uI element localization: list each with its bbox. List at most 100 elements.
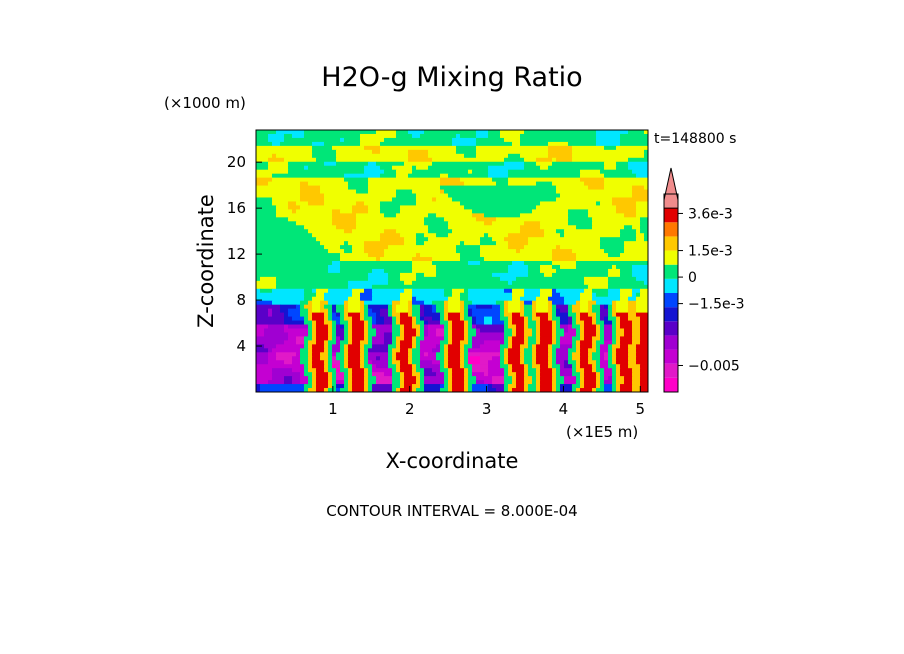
field-cell (644, 237, 648, 242)
field-cell (516, 332, 525, 338)
field-cell (576, 340, 581, 345)
field-cell (540, 328, 553, 334)
field-cell (384, 320, 393, 326)
colorbar-level (664, 349, 678, 364)
field-cell (412, 360, 421, 365)
field-cell (348, 181, 369, 187)
field-cell (476, 130, 489, 135)
field-cell (328, 360, 333, 365)
field-cell (396, 368, 401, 373)
field-cell (372, 372, 385, 377)
field-cell (444, 189, 557, 195)
field-cell (604, 356, 609, 361)
field-cell (360, 360, 365, 365)
field-cell (580, 352, 589, 357)
field-cell (524, 348, 533, 353)
field-cell (620, 364, 629, 369)
field-cell (520, 300, 525, 306)
field-cell (344, 356, 349, 361)
field-cell (328, 368, 337, 373)
field-cell (268, 161, 289, 167)
field-cell (256, 332, 265, 338)
field-cell (596, 388, 605, 392)
field-cell (464, 384, 469, 389)
field-cell (380, 173, 397, 179)
field-cell (312, 336, 317, 341)
field-cell (256, 253, 341, 258)
field-cell (392, 360, 401, 365)
field-cell (352, 292, 361, 298)
field-cell (444, 217, 477, 222)
field-cell (504, 324, 509, 330)
field-cell (472, 209, 533, 214)
field-cell (636, 209, 648, 214)
field-cell (308, 368, 317, 373)
field-cell (460, 356, 465, 361)
field-cell (448, 308, 461, 314)
field-cell (316, 336, 329, 341)
field-cell (416, 296, 449, 302)
field-cell (408, 308, 413, 314)
field-cell (604, 320, 613, 326)
field-cell (520, 225, 541, 230)
field-cell (344, 177, 369, 183)
field-cell (348, 300, 361, 306)
field-cell (524, 356, 533, 361)
field-cell (344, 304, 349, 310)
field-cell (336, 372, 345, 377)
field-cell (580, 336, 585, 341)
field-cell (620, 320, 633, 326)
field-cell (412, 169, 469, 175)
field-cell (472, 364, 489, 369)
field-cell (260, 384, 305, 389)
field-cell (364, 145, 381, 151)
field-cell (588, 185, 605, 191)
field-cell (452, 376, 465, 381)
field-cell (568, 356, 573, 361)
field-cell (596, 380, 601, 385)
field-cell (624, 376, 633, 381)
field-cell (332, 360, 341, 365)
field-cell (616, 304, 629, 310)
field-cell (372, 288, 405, 294)
field-cell (436, 233, 449, 238)
field-cell (604, 173, 637, 179)
field-cell (372, 292, 401, 298)
field-cell (548, 145, 573, 151)
field-cell (592, 217, 641, 222)
field-cell (428, 237, 481, 242)
field-cell (472, 344, 481, 349)
field-cell (348, 324, 353, 330)
field-cell (508, 245, 525, 250)
field-cell (464, 344, 473, 349)
field-cell (516, 249, 521, 254)
field-cell (552, 364, 561, 369)
field-cell (508, 300, 521, 306)
field-cell (448, 296, 461, 302)
field-cell (460, 312, 465, 318)
field-cell (332, 352, 337, 357)
field-cell (632, 193, 648, 199)
field-cell (256, 257, 341, 262)
field-cell (360, 312, 365, 318)
field-cell (260, 288, 273, 294)
field-cell (372, 384, 393, 389)
field-cell (352, 324, 365, 330)
field-cell (404, 380, 417, 385)
field-cell (576, 332, 581, 338)
field-cell (364, 308, 369, 314)
field-cell (508, 233, 545, 238)
field-cell (368, 372, 373, 377)
field-cell (448, 225, 521, 230)
field-cell (608, 304, 613, 310)
field-cell (644, 233, 648, 238)
field-cell (452, 328, 465, 334)
field-cell (392, 388, 397, 392)
field-cell (572, 153, 645, 159)
field-cell (524, 320, 529, 326)
field-cell (556, 197, 613, 203)
field-cell (468, 332, 477, 338)
field-cell (632, 336, 641, 341)
field-cell (380, 165, 393, 171)
field-cell (624, 380, 633, 385)
